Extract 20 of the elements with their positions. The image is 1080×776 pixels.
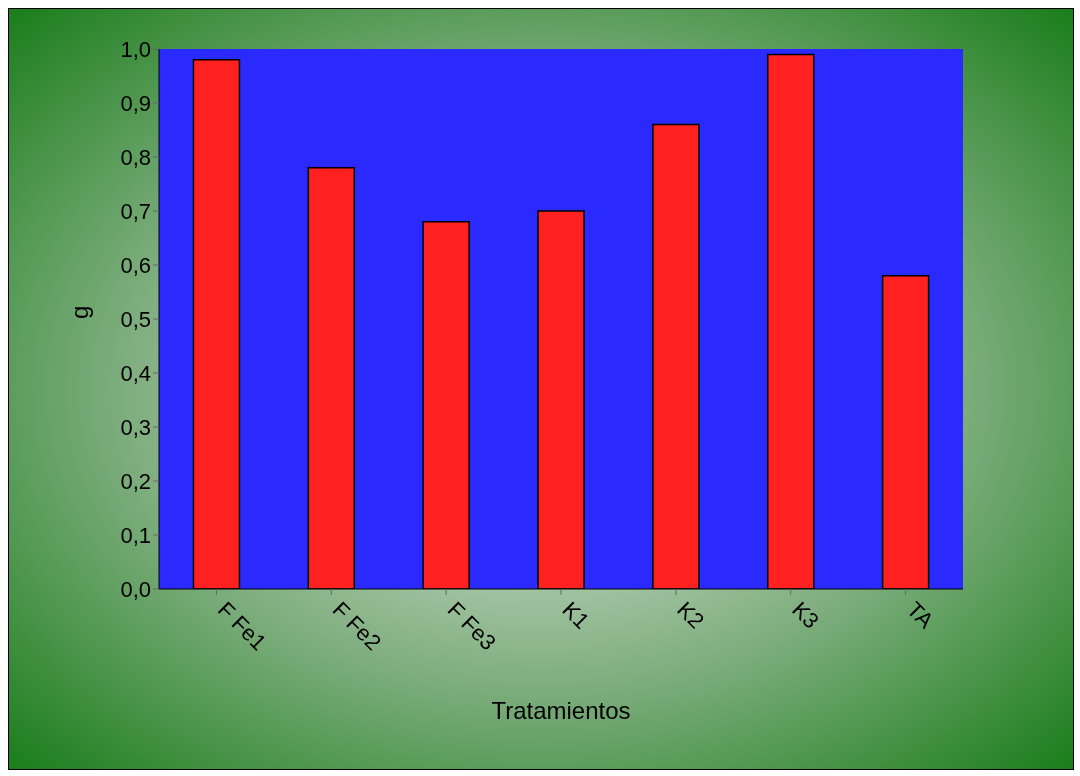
y-tick-label: 0,5 <box>120 306 151 332</box>
y-tick-label: 0,0 <box>120 576 151 602</box>
y-tick-label: 0,2 <box>120 468 151 494</box>
x-tick-label: K1 <box>557 596 595 634</box>
x-axis-title: Tratamientos <box>491 697 631 724</box>
y-tick-label: 0,4 <box>120 360 151 386</box>
y-tick-label: 0,9 <box>120 90 151 116</box>
y-tick-label: 0,3 <box>120 414 151 440</box>
x-tick-label: K2 <box>672 596 710 634</box>
x-tick-label: K3 <box>787 596 824 634</box>
y-tick-label: 1,0 <box>120 36 151 62</box>
y-tick-label: 0,7 <box>120 198 151 224</box>
y-tick-label: 0,1 <box>120 522 151 548</box>
x-tick-label: F Fe2 <box>327 596 387 656</box>
x-tick-label: F Fe1 <box>212 596 272 656</box>
y-axis-title: g <box>65 305 93 319</box>
x-tick-label: F Fe3 <box>442 596 501 656</box>
y-tick-label: 0,6 <box>120 252 151 278</box>
y-tick-label: 0,8 <box>120 144 151 170</box>
x-tick-label: TA <box>902 596 939 634</box>
